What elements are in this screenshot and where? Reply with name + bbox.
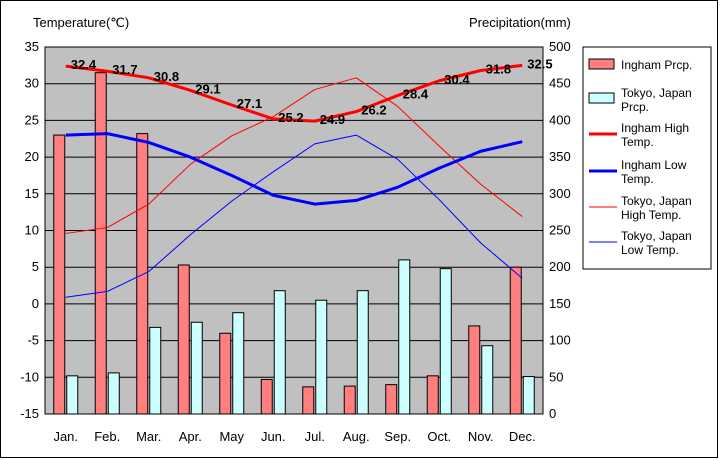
precip-bar <box>66 375 79 415</box>
legend-label: Ingham High Temp. <box>621 121 689 149</box>
x-tick-label: Nov. <box>468 429 494 444</box>
x-tick-label: Jun. <box>261 429 286 444</box>
x-tick-label: Aug. <box>343 429 370 444</box>
legend-label: Tokyo, Japan Low Temp. <box>621 229 692 257</box>
y-right-tick-label: 400 <box>549 112 571 127</box>
data-label: 32.5 <box>527 56 552 71</box>
y-right-axis-title: Precipitation(mm) <box>469 15 571 30</box>
x-tick-label: Jul. <box>305 429 325 444</box>
precip-bar <box>94 72 107 415</box>
legend-swatch <box>588 92 615 104</box>
y-right-tick-label: 250 <box>549 223 571 238</box>
data-label: 24.9 <box>320 112 345 127</box>
precip-bar <box>53 134 66 415</box>
legend-label: Tokyo, Japan High Temp. <box>621 194 692 222</box>
temp-line <box>65 63 523 123</box>
x-tick-label: May <box>219 429 244 444</box>
temp-line <box>65 77 523 234</box>
data-label: 31.8 <box>486 61 511 76</box>
legend-label: Ingham Prcp. <box>621 58 692 72</box>
x-tick-label: Sep. <box>384 429 411 444</box>
precip-bar <box>177 264 190 415</box>
x-tick-label: Apr. <box>179 429 202 444</box>
y-right-tick-label: 150 <box>549 296 571 311</box>
y-left-tick-label: 35 <box>25 39 39 54</box>
y-left-tick-label: 5 <box>32 259 39 274</box>
legend-box <box>582 46 712 270</box>
precip-bar <box>136 133 149 415</box>
data-label: 32.4 <box>71 57 97 72</box>
data-label: 27.1 <box>237 96 262 111</box>
precip-bar <box>343 385 356 415</box>
legend-label: Ingham Low Temp. <box>621 158 687 186</box>
y-left-tick-label: -15 <box>20 406 39 421</box>
y-left-tick-label: 0 <box>32 296 39 311</box>
temp-line <box>65 134 523 298</box>
data-label: 30.8 <box>154 69 179 84</box>
precip-bar <box>398 259 411 415</box>
precip-bar <box>149 326 162 415</box>
y-right-tick-label: 200 <box>549 259 571 274</box>
precip-bar <box>260 379 273 415</box>
y-right-tick-label: 300 <box>549 186 571 201</box>
precip-bar <box>302 386 315 415</box>
legend-swatch <box>588 58 615 70</box>
y-left-tick-label: 30 <box>25 76 39 91</box>
x-tick-label: Jan. <box>53 429 78 444</box>
data-label: 30.4 <box>444 72 470 87</box>
precip-bar <box>468 325 481 415</box>
x-tick-label: Oct. <box>427 429 451 444</box>
y-left-tick-label: 25 <box>25 112 39 127</box>
precip-bar <box>481 345 494 415</box>
y-right-tick-label: 500 <box>549 39 571 54</box>
y-left-tick-label: 10 <box>25 223 39 238</box>
precip-bar <box>315 299 328 415</box>
y-left-axis-title: Temperature(℃) <box>33 15 129 30</box>
data-label: 25.2 <box>278 110 303 125</box>
x-tick-label: Feb. <box>94 429 120 444</box>
y-right-tick-label: 50 <box>549 369 563 384</box>
precip-bar <box>522 376 535 415</box>
precip-bar <box>219 332 232 415</box>
precip-bar <box>273 290 286 415</box>
y-left-tick-label: -5 <box>27 333 39 348</box>
precip-bar <box>439 268 452 415</box>
data-label: 26.2 <box>361 103 386 118</box>
y-right-tick-label: 100 <box>549 333 571 348</box>
precip-bar <box>509 266 522 415</box>
legend-label: Tokyo, Japan Prcp. <box>621 86 692 114</box>
data-label: 29.1 <box>195 81 220 96</box>
precip-bar <box>426 375 439 415</box>
x-tick-label: Mar. <box>136 429 161 444</box>
precip-bar <box>232 312 245 415</box>
data-label: 28.4 <box>403 86 429 101</box>
y-right-tick-label: 450 <box>549 76 571 91</box>
precip-bar <box>190 321 203 415</box>
precip-bar <box>356 290 369 415</box>
precip-bar <box>107 372 120 415</box>
y-right-tick-label: 0 <box>549 406 556 421</box>
x-tick-label: Dec. <box>509 429 536 444</box>
precip-bar <box>385 384 398 415</box>
data-label: 31.7 <box>112 62 137 77</box>
y-left-tick-label: -10 <box>20 369 39 384</box>
temp-line <box>65 132 523 206</box>
y-right-tick-label: 350 <box>549 149 571 164</box>
y-left-tick-label: 15 <box>25 186 39 201</box>
y-left-tick-label: 20 <box>25 149 39 164</box>
